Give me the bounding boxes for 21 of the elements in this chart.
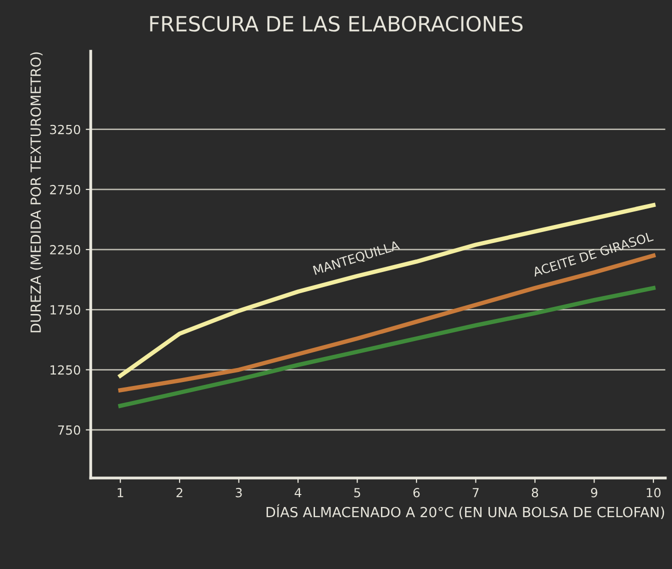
x-tick-label: 4 [294,488,302,498]
line-series [118,202,656,378]
y-tick-label: 1250 [50,365,80,375]
chart-title: FRESCURA DE LAS ELABORACIONES [150,16,523,32]
x-tick-label: 9 [591,488,598,498]
y-tick-label: 1750 [50,305,80,315]
x-tick-label: 3 [236,488,242,498]
y-tick-label: 3250 [50,124,80,134]
x-axis-title: DÍAS ALMACENADO A 20°C (EN UNA BOLSA DE CELOFAN) [266,504,664,519]
y-axis-title: DUREZA (MEDIDA POR TEXTUROMETRO) [30,52,43,332]
x-tick-label: 8 [532,488,538,498]
x-tick-label: 10 [646,488,661,498]
x-tick-label: 7 [472,488,479,498]
x-tick-label: 2 [176,488,182,498]
y-tick-label: 2250 [50,245,80,254]
x-tick-label: 6 [413,488,420,498]
y-tick-label: 750 [58,425,80,435]
y-tick-label: 2750 [50,184,80,194]
x-tick-label: 5 [354,488,360,498]
line-series [118,286,656,408]
x-tick-label: 1 [118,488,124,498]
